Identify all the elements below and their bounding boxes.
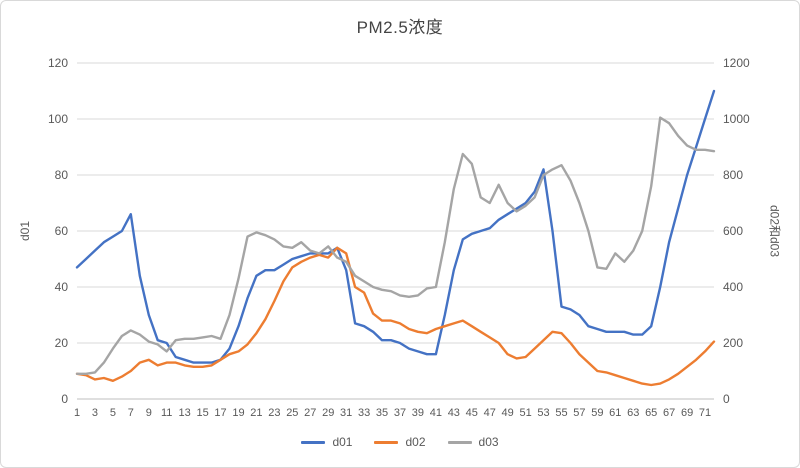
svg-text:33: 33 <box>358 407 370 419</box>
svg-text:1200: 1200 <box>723 56 750 70</box>
svg-text:41: 41 <box>430 407 442 419</box>
svg-text:5: 5 <box>110 407 116 419</box>
svg-text:800: 800 <box>723 168 743 182</box>
svg-text:1: 1 <box>74 407 80 419</box>
legend-item-d01: d01 <box>301 435 352 449</box>
svg-text:20: 20 <box>55 336 69 350</box>
legend-item-d02: d02 <box>374 435 426 449</box>
svg-text:200: 200 <box>723 336 743 350</box>
svg-text:19: 19 <box>232 407 244 419</box>
svg-text:40: 40 <box>55 280 69 294</box>
svg-text:69: 69 <box>681 407 693 419</box>
svg-text:600: 600 <box>723 224 743 238</box>
svg-text:43: 43 <box>448 407 460 419</box>
legend-swatch-d03 <box>447 440 472 444</box>
svg-text:39: 39 <box>412 407 424 419</box>
svg-text:53: 53 <box>537 407 549 419</box>
series-line-d03 <box>75 116 716 375</box>
legend-label-d02: d02 <box>405 435 426 449</box>
chart-legend: d01 d02 d03 <box>1 435 799 449</box>
svg-text:27: 27 <box>304 407 316 419</box>
svg-text:57: 57 <box>573 407 585 419</box>
svg-text:15: 15 <box>196 407 208 419</box>
gridlines <box>77 62 714 400</box>
svg-text:35: 35 <box>376 407 388 419</box>
svg-text:61: 61 <box>609 407 621 419</box>
svg-text:3: 3 <box>92 407 98 419</box>
svg-text:23: 23 <box>268 407 280 419</box>
chart-title: PM2.5浓度 <box>356 18 444 37</box>
svg-text:31: 31 <box>340 407 352 419</box>
svg-text:25: 25 <box>286 407 298 419</box>
svg-text:51: 51 <box>519 407 531 419</box>
legend-item-d03: d03 <box>447 435 499 449</box>
svg-text:59: 59 <box>591 407 603 419</box>
svg-text:37: 37 <box>394 407 406 419</box>
svg-text:100: 100 <box>48 112 68 126</box>
svg-text:21: 21 <box>250 407 262 419</box>
series-line-d02 <box>75 246 716 387</box>
svg-text:29: 29 <box>322 407 334 419</box>
svg-text:9: 9 <box>146 407 152 419</box>
svg-text:13: 13 <box>179 407 191 419</box>
svg-text:67: 67 <box>663 407 675 419</box>
legend-label-d03: d03 <box>478 435 499 449</box>
svg-text:120: 120 <box>48 56 68 70</box>
svg-text:0: 0 <box>723 392 730 406</box>
svg-text:49: 49 <box>502 407 514 419</box>
x-axis-tick-labels: 1 3 5 7 9 11 13 15 17 19 21 23 25 27 29 31 33 35 37 39 41 43 4… <box>74 407 711 419</box>
svg-text:0: 0 <box>61 392 68 406</box>
svg-text:1000: 1000 <box>723 112 750 126</box>
series-lines <box>75 89 716 387</box>
svg-text:47: 47 <box>484 407 496 419</box>
svg-text:7: 7 <box>128 407 134 419</box>
left-axis-tick-labels: 0 20 40 60 80 100 120 <box>48 56 68 406</box>
legend-swatch-d01 <box>301 440 326 444</box>
right-axis-tick-labels: 0 200 400 600 800 1000 1200 <box>723 56 750 406</box>
svg-text:71: 71 <box>699 407 711 419</box>
svg-text:400: 400 <box>723 280 743 294</box>
series-line-d01 <box>75 89 716 364</box>
svg-text:17: 17 <box>214 407 226 419</box>
legend-label-d01: d01 <box>332 435 353 449</box>
svg-text:45: 45 <box>466 407 478 419</box>
svg-text:65: 65 <box>645 407 657 419</box>
svg-text:63: 63 <box>627 407 639 419</box>
svg-text:11: 11 <box>161 407 172 419</box>
legend-swatch-d02 <box>374 440 399 444</box>
svg-text:55: 55 <box>555 407 567 419</box>
svg-text:80: 80 <box>55 168 69 182</box>
svg-text:60: 60 <box>55 224 69 238</box>
